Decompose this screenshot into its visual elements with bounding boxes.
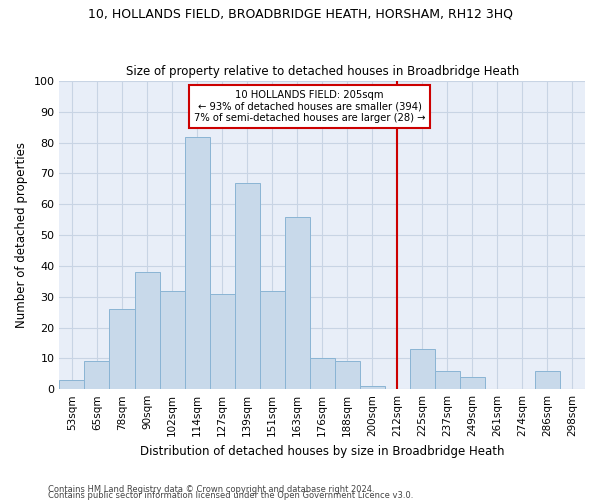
Bar xyxy=(535,370,560,389)
Bar xyxy=(235,182,260,389)
Bar xyxy=(335,362,360,389)
Bar xyxy=(260,290,284,389)
Bar xyxy=(410,349,435,389)
Bar xyxy=(109,309,134,389)
Bar xyxy=(209,294,235,389)
Text: Contains HM Land Registry data © Crown copyright and database right 2024.: Contains HM Land Registry data © Crown c… xyxy=(48,484,374,494)
Title: Size of property relative to detached houses in Broadbridge Heath: Size of property relative to detached ho… xyxy=(125,66,519,78)
Bar xyxy=(59,380,85,389)
Bar xyxy=(134,272,160,389)
Text: 10 HOLLANDS FIELD: 205sqm
← 93% of detached houses are smaller (394)
7% of semi-: 10 HOLLANDS FIELD: 205sqm ← 93% of detac… xyxy=(194,90,425,124)
Bar xyxy=(460,377,485,389)
Bar xyxy=(310,358,335,389)
Bar xyxy=(284,216,310,389)
Y-axis label: Number of detached properties: Number of detached properties xyxy=(15,142,28,328)
X-axis label: Distribution of detached houses by size in Broadbridge Heath: Distribution of detached houses by size … xyxy=(140,444,505,458)
Bar xyxy=(360,386,385,389)
Bar xyxy=(85,362,109,389)
Bar xyxy=(160,290,185,389)
Bar xyxy=(185,136,209,389)
Bar xyxy=(435,370,460,389)
Text: Contains public sector information licensed under the Open Government Licence v3: Contains public sector information licen… xyxy=(48,490,413,500)
Text: 10, HOLLANDS FIELD, BROADBRIDGE HEATH, HORSHAM, RH12 3HQ: 10, HOLLANDS FIELD, BROADBRIDGE HEATH, H… xyxy=(88,8,512,20)
